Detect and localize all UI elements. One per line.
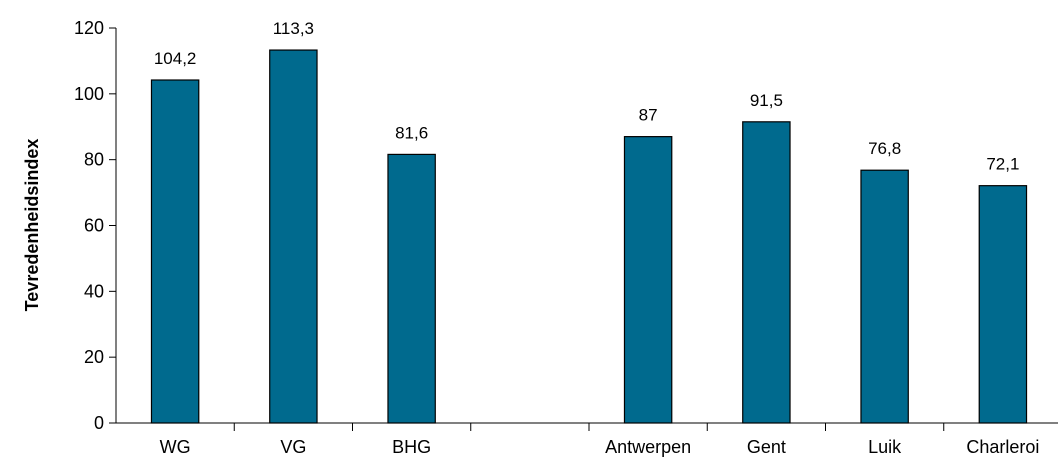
x-axis: WG VG BHG Antwerpen Gent Luik Charleroi bbox=[116, 422, 1058, 457]
data-label: 76,8 bbox=[868, 139, 901, 158]
y-tick-label: 120 bbox=[74, 18, 104, 38]
y-axis-title: Tevredenheidsindex bbox=[22, 139, 42, 312]
x-tick-label: WG bbox=[160, 437, 191, 457]
bar bbox=[269, 49, 318, 424]
y-tick-label: 20 bbox=[84, 347, 104, 367]
data-label: 91,5 bbox=[750, 91, 783, 110]
data-label: 81,6 bbox=[395, 123, 428, 142]
x-tick-label: Luik bbox=[868, 437, 902, 457]
bars bbox=[150, 49, 1028, 424]
bar bbox=[742, 121, 791, 424]
data-label: 72,1 bbox=[986, 155, 1019, 174]
data-label: 113,3 bbox=[273, 19, 314, 38]
x-tick-label: BHG bbox=[392, 437, 431, 457]
data-label: 87 bbox=[639, 106, 658, 125]
data-labels: 104,2 113,3 81,6 87 91,5 76,8 72,1 bbox=[154, 19, 1020, 174]
bar bbox=[978, 185, 1028, 424]
x-tick-label: Antwerpen bbox=[605, 437, 691, 457]
y-axis: 0 20 40 60 80 100 120 bbox=[74, 18, 117, 433]
y-tick-label: 100 bbox=[74, 84, 104, 104]
bar bbox=[387, 153, 436, 424]
y-tick-label: 60 bbox=[84, 216, 104, 236]
x-tick-label: VG bbox=[280, 437, 306, 457]
y-tick-label: 40 bbox=[84, 281, 104, 301]
y-tick-label: 80 bbox=[84, 150, 104, 170]
x-tick-label: Gent bbox=[747, 437, 786, 457]
y-tick-label: 0 bbox=[94, 413, 104, 433]
bar bbox=[860, 169, 909, 424]
data-label: 104,2 bbox=[154, 49, 197, 68]
x-tick-label: Charleroi bbox=[966, 437, 1039, 457]
bar bbox=[623, 136, 673, 424]
bar bbox=[150, 79, 200, 424]
